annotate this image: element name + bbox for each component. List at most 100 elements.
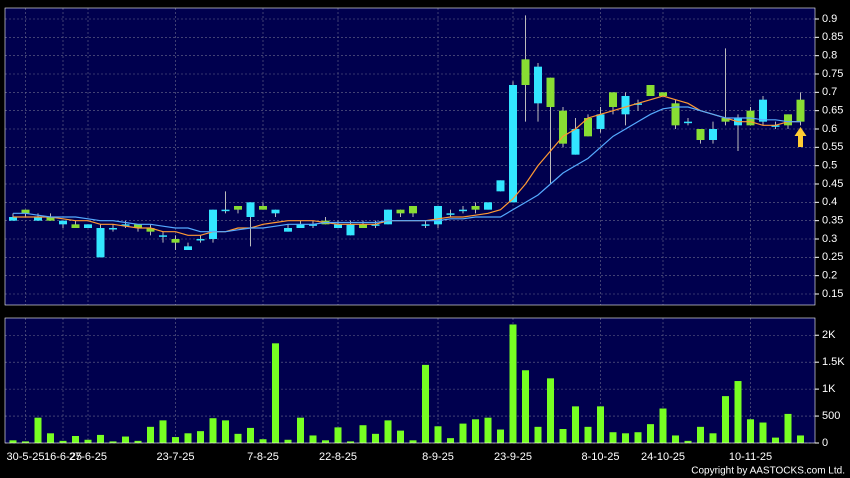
moving-average — [13, 106, 801, 233]
volume-bar — [272, 343, 279, 443]
candle-body — [134, 224, 142, 228]
candle-body — [509, 85, 517, 203]
volume-bar — [747, 419, 754, 443]
volume-bar — [234, 433, 242, 443]
y2-tick-label: 500 — [822, 410, 840, 422]
y-tick-label: 0.2 — [822, 270, 837, 282]
y-tick-label: 0.4 — [822, 196, 837, 208]
candle-body — [446, 213, 455, 215]
x-tick-label: 8-10-25 — [582, 451, 620, 463]
volume-bar — [284, 439, 292, 443]
candle-body — [84, 224, 92, 228]
price-panel — [5, 8, 815, 305]
x-tick-label: 30-5-25 — [7, 451, 45, 463]
candle-body — [559, 110, 567, 144]
candle-body — [209, 209, 217, 239]
volume-bar — [334, 427, 342, 443]
candle-body — [759, 99, 767, 122]
volume-bar — [184, 433, 192, 443]
candle-body — [709, 129, 717, 140]
candle-body — [296, 224, 305, 228]
volume-bar — [722, 396, 729, 443]
volume-bar — [9, 440, 17, 443]
volume-bar — [647, 424, 654, 443]
candle-body — [434, 206, 442, 225]
volume-bar — [484, 417, 492, 443]
candle-body — [34, 217, 42, 221]
copyright: Copyright by AASTOCKS.com Ltd. — [691, 466, 845, 477]
y-tick-label: 0.8 — [822, 50, 837, 62]
volume-bar — [122, 436, 129, 443]
volume-bar — [147, 426, 154, 443]
volume-bar — [447, 438, 454, 443]
volume-bar — [797, 435, 804, 443]
y-tick-label: 0.85 — [822, 31, 843, 43]
volume-bar — [534, 426, 542, 443]
candle-body — [246, 202, 255, 217]
marks — [9, 15, 805, 443]
volume-bar — [97, 434, 104, 443]
candle-body — [334, 224, 342, 228]
volume-bar — [359, 425, 367, 443]
candle-body — [259, 206, 267, 210]
volume-bar — [222, 420, 229, 443]
y-tick-label: 0.5 — [822, 160, 837, 172]
candle-body — [696, 129, 705, 140]
y-tick-label: 0.15 — [822, 288, 843, 300]
volume-bar — [509, 324, 517, 443]
volume-bar — [72, 435, 79, 443]
x-tick-label: 22-8-25 — [319, 451, 357, 463]
x-tick-label: 27-6-25 — [69, 451, 107, 463]
y2-tick-label: 1.5K — [822, 356, 845, 368]
volume-bar — [522, 370, 529, 443]
candle-body — [534, 66, 542, 104]
candle-body — [146, 228, 155, 232]
candle-body — [396, 209, 405, 214]
volume-bar — [497, 429, 504, 443]
volume-bar — [734, 381, 742, 443]
volume-bar — [409, 440, 417, 443]
candle-body — [121, 224, 130, 226]
candle-body — [771, 125, 780, 127]
volume-bar — [784, 413, 792, 443]
volume-bar — [684, 440, 692, 443]
candle-body — [796, 99, 805, 122]
volume-bar — [159, 420, 167, 443]
volume-bar — [609, 432, 617, 443]
volume-bar — [84, 439, 92, 443]
y-tick-label: 0.9 — [822, 13, 837, 25]
volume-bar — [347, 441, 354, 443]
y-tick-label: 0.7 — [822, 86, 837, 98]
y-tick-label: 0.35 — [822, 215, 843, 227]
volume-bar — [372, 433, 379, 443]
volume-bar — [397, 430, 404, 443]
candle-body — [284, 228, 292, 232]
candle-body — [184, 246, 192, 250]
x-tick-label: 16-6-25 — [44, 451, 82, 463]
candle-body — [59, 220, 67, 225]
candle-body — [196, 239, 205, 241]
volume-bar — [384, 420, 392, 443]
volume-bar — [597, 406, 604, 443]
candle-body — [96, 228, 105, 258]
volume-bar — [297, 417, 304, 443]
volume-bar — [434, 426, 442, 443]
candle-body — [421, 224, 430, 226]
volume-panel — [5, 318, 815, 443]
volume-bar — [659, 408, 667, 443]
volume-bar — [134, 440, 142, 443]
candle-body — [471, 206, 480, 210]
frame — [4, 7, 816, 306]
candle-body — [596, 114, 605, 129]
candle-body — [384, 209, 392, 225]
x-tick-label: 24-10-25 — [641, 451, 685, 463]
volume-bar — [259, 439, 267, 443]
x-tick-label: 23-9-25 — [494, 451, 532, 463]
candle-body — [9, 217, 17, 221]
volume-bar — [622, 433, 629, 443]
candle-body — [571, 129, 580, 155]
candle-body — [609, 92, 617, 107]
candle-body — [71, 224, 80, 228]
volume-bar — [22, 441, 29, 443]
